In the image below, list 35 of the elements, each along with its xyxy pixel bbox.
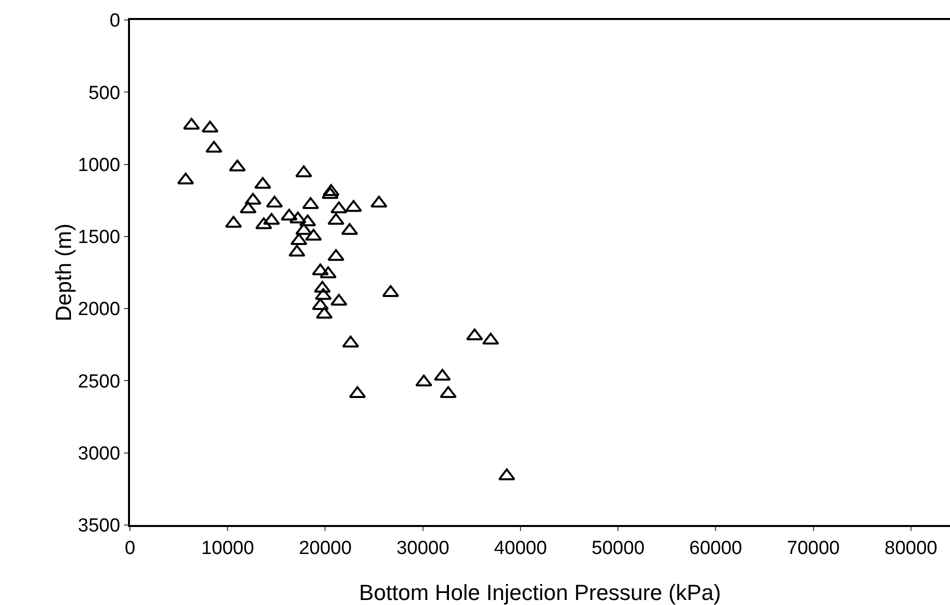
y-tick-label: 0 (110, 10, 120, 32)
x-tick-label: 40000 (494, 538, 547, 559)
x-tick-label: 10000 (201, 538, 254, 559)
point (330, 294, 348, 306)
y-tick-label: 500 (88, 82, 120, 104)
point (205, 140, 222, 153)
y-tick-label: 3000 (78, 444, 120, 465)
y-axis-title: Depth (m) (50, 224, 76, 322)
point (224, 216, 242, 228)
point (255, 217, 272, 230)
point (305, 228, 322, 241)
point (466, 328, 484, 340)
x-tick-label: 50000 (592, 538, 645, 559)
y-tick-label: 2500 (78, 371, 120, 392)
point (316, 306, 333, 319)
x-tick-label: 30000 (396, 538, 450, 559)
point (290, 233, 308, 246)
y-tick-label: 1000 (78, 154, 120, 176)
x-axis-title: Bottom Hole Injection Pressure (kPa) (359, 580, 721, 605)
point (498, 468, 516, 480)
point (254, 176, 272, 189)
x-tick-label: 80000 (884, 538, 938, 559)
point (295, 165, 312, 178)
point (288, 244, 306, 257)
x-tick-label: 0 (124, 538, 136, 559)
y-tick-label: 3500 (78, 516, 120, 537)
x-tick-label: 70000 (786, 538, 840, 559)
point (434, 368, 451, 381)
x-tick-label: 60000 (689, 538, 742, 559)
point (314, 280, 331, 293)
y-tick-label: 1500 (78, 227, 120, 248)
point (320, 266, 337, 278)
y-tick-label: 2000 (78, 299, 120, 320)
point (482, 332, 500, 345)
x-tick-label: 20000 (298, 538, 352, 559)
